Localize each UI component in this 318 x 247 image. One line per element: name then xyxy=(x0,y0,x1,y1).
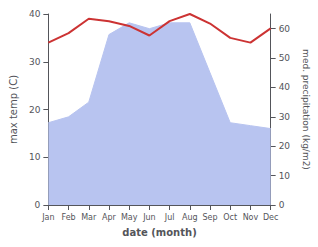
svg-text:0: 0 xyxy=(35,200,41,210)
svg-text:40: 40 xyxy=(29,9,41,19)
svg-text:Apr: Apr xyxy=(102,213,117,222)
svg-text:20: 20 xyxy=(29,105,41,115)
svg-text:Jul: Jul xyxy=(164,213,175,222)
svg-text:Dec: Dec xyxy=(263,213,278,222)
svg-text:60: 60 xyxy=(279,24,291,34)
svg-text:Oct: Oct xyxy=(223,213,237,222)
svg-text:Jun: Jun xyxy=(142,213,156,222)
svg-text:40: 40 xyxy=(279,82,291,92)
svg-text:Mar: Mar xyxy=(81,213,97,222)
svg-text:Aug: Aug xyxy=(182,213,198,222)
svg-text:Nov: Nov xyxy=(243,213,259,222)
svg-text:med. precipitation (kg/m2): med. precipitation (kg/m2) xyxy=(301,49,311,170)
svg-text:30: 30 xyxy=(279,112,291,122)
svg-text:Feb: Feb xyxy=(61,213,75,222)
svg-text:30: 30 xyxy=(29,57,41,67)
svg-text:10: 10 xyxy=(279,171,291,181)
svg-text:May: May xyxy=(121,213,138,222)
svg-text:Jan: Jan xyxy=(41,213,54,222)
svg-text:10: 10 xyxy=(29,152,41,162)
svg-text:50: 50 xyxy=(279,53,291,63)
svg-text:max temp (C): max temp (C) xyxy=(8,75,19,144)
svg-text:date (month): date (month) xyxy=(122,227,196,238)
svg-text:Sep: Sep xyxy=(202,213,217,222)
svg-text:0: 0 xyxy=(279,200,285,210)
svg-text:20: 20 xyxy=(279,141,291,151)
